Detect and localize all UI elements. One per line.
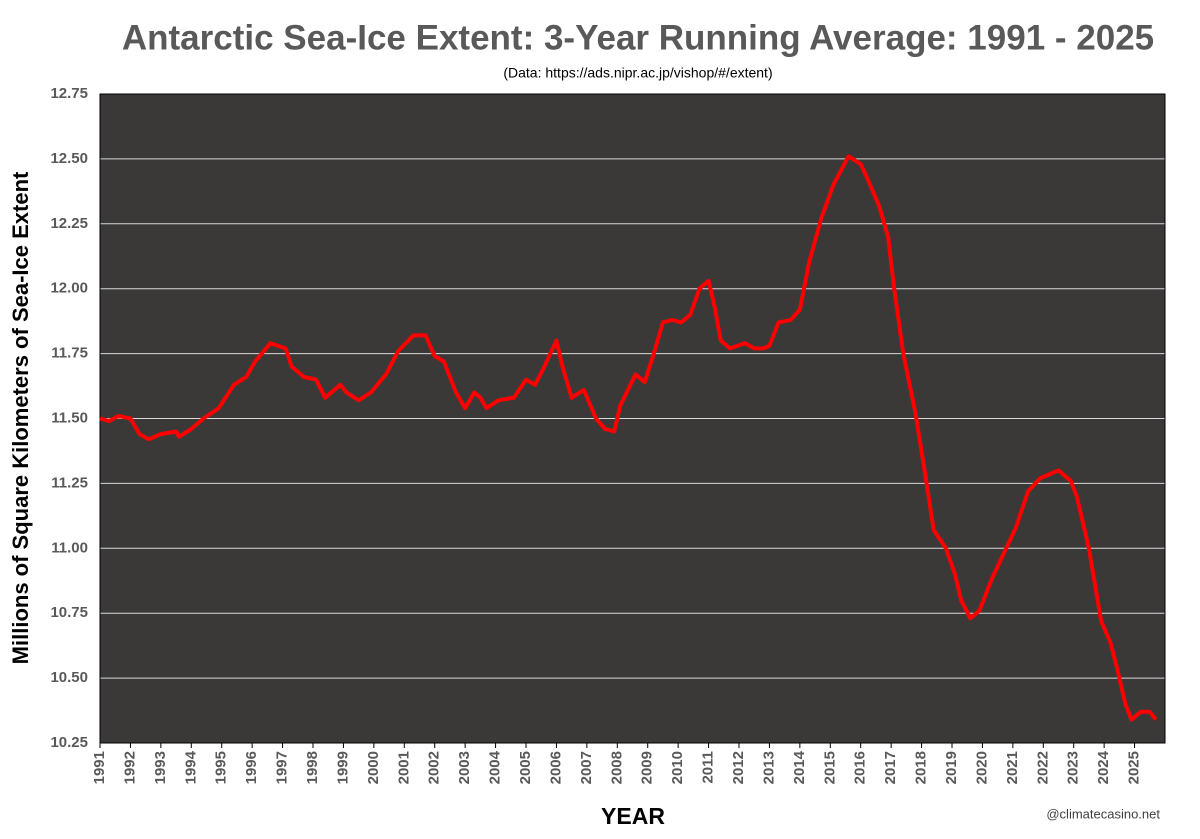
x-tick-label: 2006 [547,751,564,784]
x-tick-label: 2009 [639,751,656,784]
y-tick-label: 11.00 [51,539,88,556]
x-tick-label: 2015 [821,751,838,784]
y-tick-label: 12.00 [50,280,88,297]
y-tick-label: 12.50 [50,150,88,167]
x-tick-label: 1992 [121,751,138,784]
watermark: @climatecasino.net [1046,806,1160,821]
chart-title: Antarctic Sea-Ice Extent: 3-Year Running… [122,18,1154,57]
x-tick-label: 1993 [152,751,169,784]
y-tick-label: 12.25 [50,215,88,232]
y-tick-label: 10.50 [50,669,88,686]
y-tick-label: 11.50 [51,409,88,426]
x-tick-label: 2004 [487,750,504,784]
y-tick-label: 10.25 [50,734,88,751]
x-tick-label: 1996 [243,751,260,784]
y-tick-label: 10.75 [50,604,88,621]
y-axis-label: Millions of Square Kilometers of Sea-Ice… [8,171,33,664]
x-tick-label: 2018 [913,751,930,784]
x-tick-label: 2001 [395,751,412,784]
x-tick-label: 2016 [852,751,869,784]
x-tick-label: 2008 [608,751,625,784]
x-tick-label: 2013 [760,751,777,784]
x-tick-label: 2024 [1095,750,1112,784]
x-tick-label: 2020 [973,751,990,784]
x-tick-label: 1997 [274,751,291,784]
x-tick-label: 2012 [730,751,747,784]
x-tick-label: 2023 [1065,751,1082,784]
y-tick-label: 11.25 [51,474,88,491]
x-tick-label: 2022 [1034,751,1051,784]
x-tick-label: 1999 [334,751,351,784]
data-line [99,154,1158,722]
y-tick-label: 11.75 [51,345,88,362]
x-tick-label: 1991 [91,751,108,784]
x-tick-label: 2021 [1004,751,1021,784]
x-axis-label: YEAR [601,803,665,829]
x-tick-label: 1998 [304,751,321,784]
x-tick-label: 2025 [1126,751,1143,784]
x-tick-label: 2010 [669,751,686,784]
x-tick-label: 2011 [700,751,717,784]
x-tick-label: 2019 [943,751,960,784]
x-tick-label: 2005 [517,751,534,784]
chart-subtitle: (Data: https://ads.nipr.ac.jp/vishop/#/e… [503,65,772,81]
x-tick-label: 2003 [456,751,473,784]
x-tick-label: 2002 [426,751,443,784]
x-tick-label: 2017 [882,751,899,784]
x-tick-label: 2000 [365,751,382,784]
x-tick-label: 1994 [182,750,199,784]
x-tick-label: 2007 [578,751,595,784]
y-tick-label: 12.75 [50,85,88,102]
x-tick-label: 1995 [213,751,230,784]
x-tick-label: 2014 [791,750,808,784]
